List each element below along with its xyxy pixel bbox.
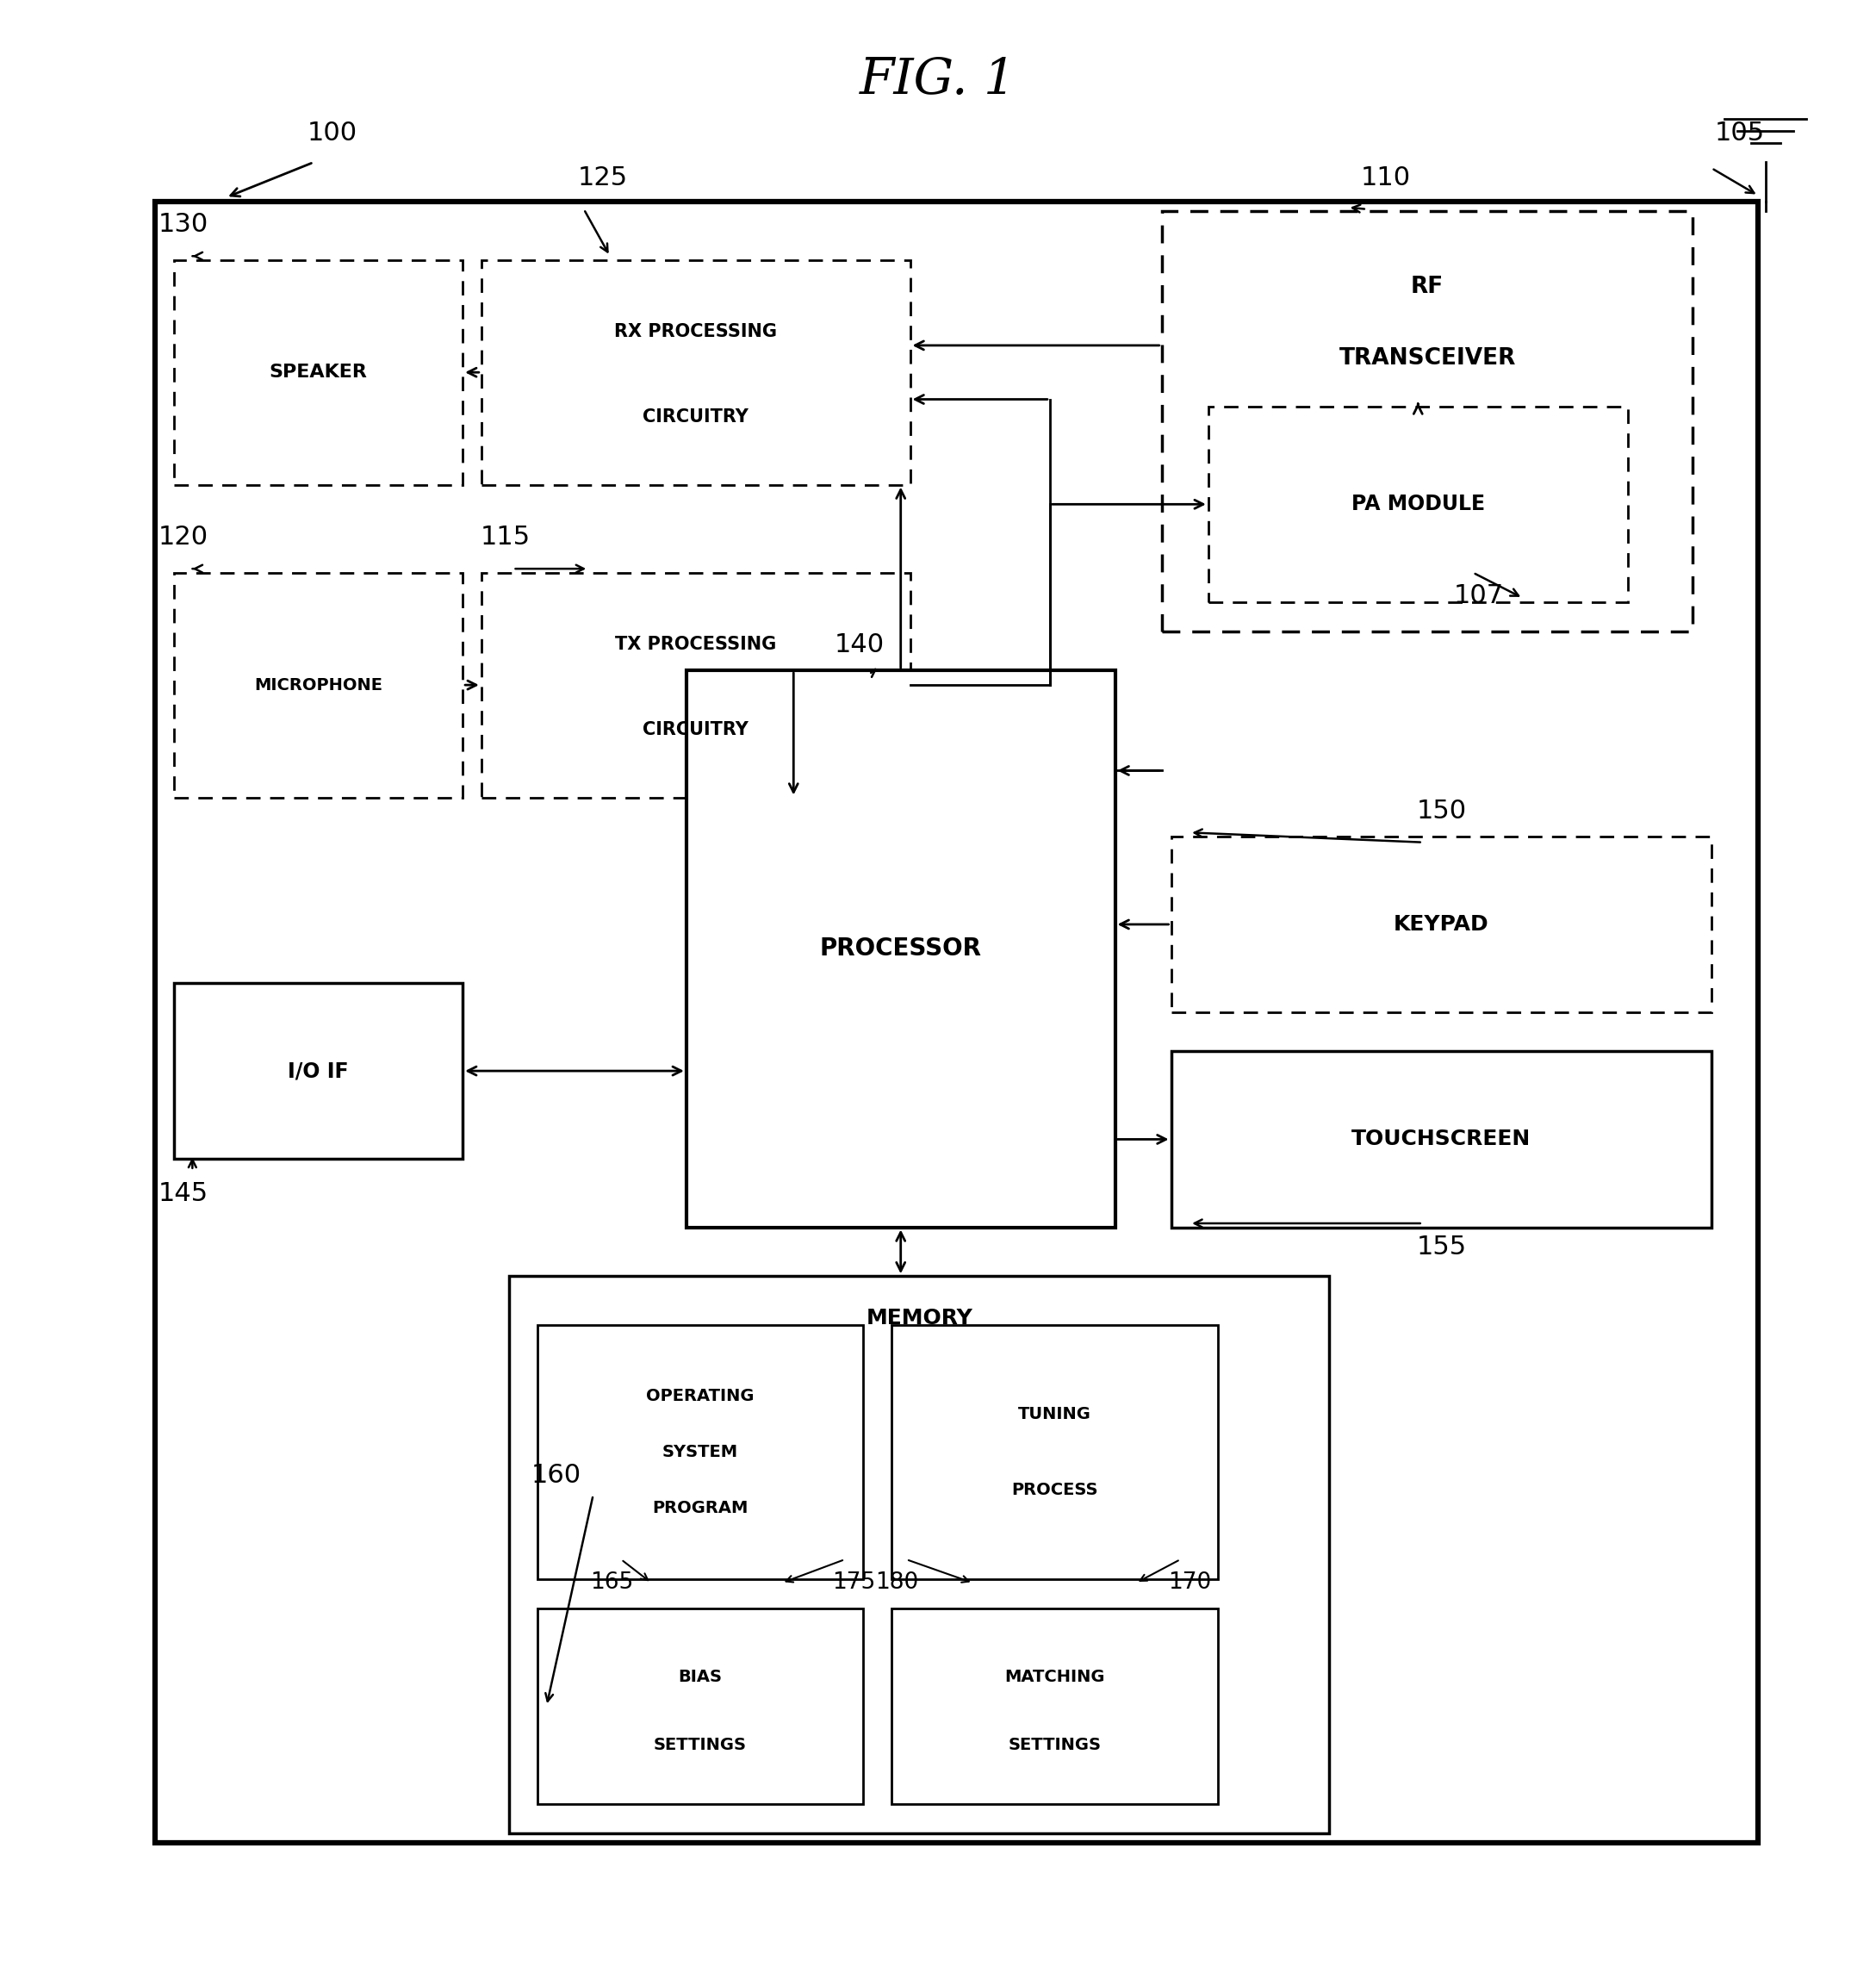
Text: PROGRAM: PROGRAM xyxy=(653,1500,749,1516)
Text: SPEAKER: SPEAKER xyxy=(268,364,368,381)
Text: MICROPHONE: MICROPHONE xyxy=(253,676,383,694)
Bar xyxy=(1161,210,1692,631)
Text: TRANSCEIVER: TRANSCEIVER xyxy=(1339,346,1516,370)
Text: TX PROCESSING: TX PROCESSING xyxy=(615,635,777,653)
Text: 175: 175 xyxy=(833,1571,876,1594)
Bar xyxy=(482,260,910,486)
Bar xyxy=(891,1608,1218,1803)
Text: FIG. 1: FIG. 1 xyxy=(859,55,1017,104)
Bar xyxy=(1171,1052,1711,1227)
Bar xyxy=(1208,407,1628,602)
Text: 115: 115 xyxy=(480,525,531,550)
Text: MATCHING: MATCHING xyxy=(1004,1669,1105,1685)
Text: 130: 130 xyxy=(158,212,208,238)
Text: PROCESSOR: PROCESSOR xyxy=(820,936,981,961)
Text: I/O IF: I/O IF xyxy=(287,1060,349,1081)
Text: MEMORY: MEMORY xyxy=(867,1307,974,1329)
Text: RX PROCESSING: RX PROCESSING xyxy=(613,322,777,340)
Text: 120: 120 xyxy=(158,525,208,550)
Text: CIRCUITRY: CIRCUITRY xyxy=(643,409,749,427)
Text: TOUCHSCREEN: TOUCHSCREEN xyxy=(1351,1128,1531,1150)
Bar xyxy=(156,201,1758,1842)
Text: 155: 155 xyxy=(1416,1235,1467,1260)
Bar xyxy=(537,1325,863,1579)
Text: 160: 160 xyxy=(531,1463,582,1488)
Text: 165: 165 xyxy=(591,1571,634,1594)
Text: TUNING: TUNING xyxy=(1019,1406,1092,1421)
Text: 170: 170 xyxy=(1169,1571,1212,1594)
Text: 150: 150 xyxy=(1416,798,1467,824)
Bar xyxy=(508,1276,1330,1832)
Bar xyxy=(891,1325,1218,1579)
Text: 107: 107 xyxy=(1454,584,1503,609)
Bar xyxy=(174,983,463,1158)
Text: 105: 105 xyxy=(1715,120,1765,145)
Bar xyxy=(174,260,463,486)
Text: 145: 145 xyxy=(158,1182,208,1207)
Text: BIAS: BIAS xyxy=(679,1669,722,1685)
Text: SYSTEM: SYSTEM xyxy=(662,1443,739,1461)
Text: SETTINGS: SETTINGS xyxy=(655,1736,747,1754)
Text: SETTINGS: SETTINGS xyxy=(1007,1736,1101,1754)
Text: CIRCUITRY: CIRCUITRY xyxy=(643,722,749,739)
Text: PA MODULE: PA MODULE xyxy=(1351,493,1484,515)
Text: OPERATING: OPERATING xyxy=(647,1388,754,1404)
Bar xyxy=(687,670,1114,1227)
Bar xyxy=(537,1608,863,1803)
Text: 110: 110 xyxy=(1360,165,1411,191)
Text: 140: 140 xyxy=(835,633,885,657)
Bar xyxy=(1171,836,1711,1012)
Text: 125: 125 xyxy=(578,165,627,191)
Bar xyxy=(482,572,910,798)
Text: 100: 100 xyxy=(308,120,356,145)
Text: RF: RF xyxy=(1411,275,1445,299)
Text: KEYPAD: KEYPAD xyxy=(1394,914,1490,934)
Bar xyxy=(174,572,463,798)
Text: 180: 180 xyxy=(876,1571,919,1594)
Text: PROCESS: PROCESS xyxy=(1011,1482,1097,1498)
